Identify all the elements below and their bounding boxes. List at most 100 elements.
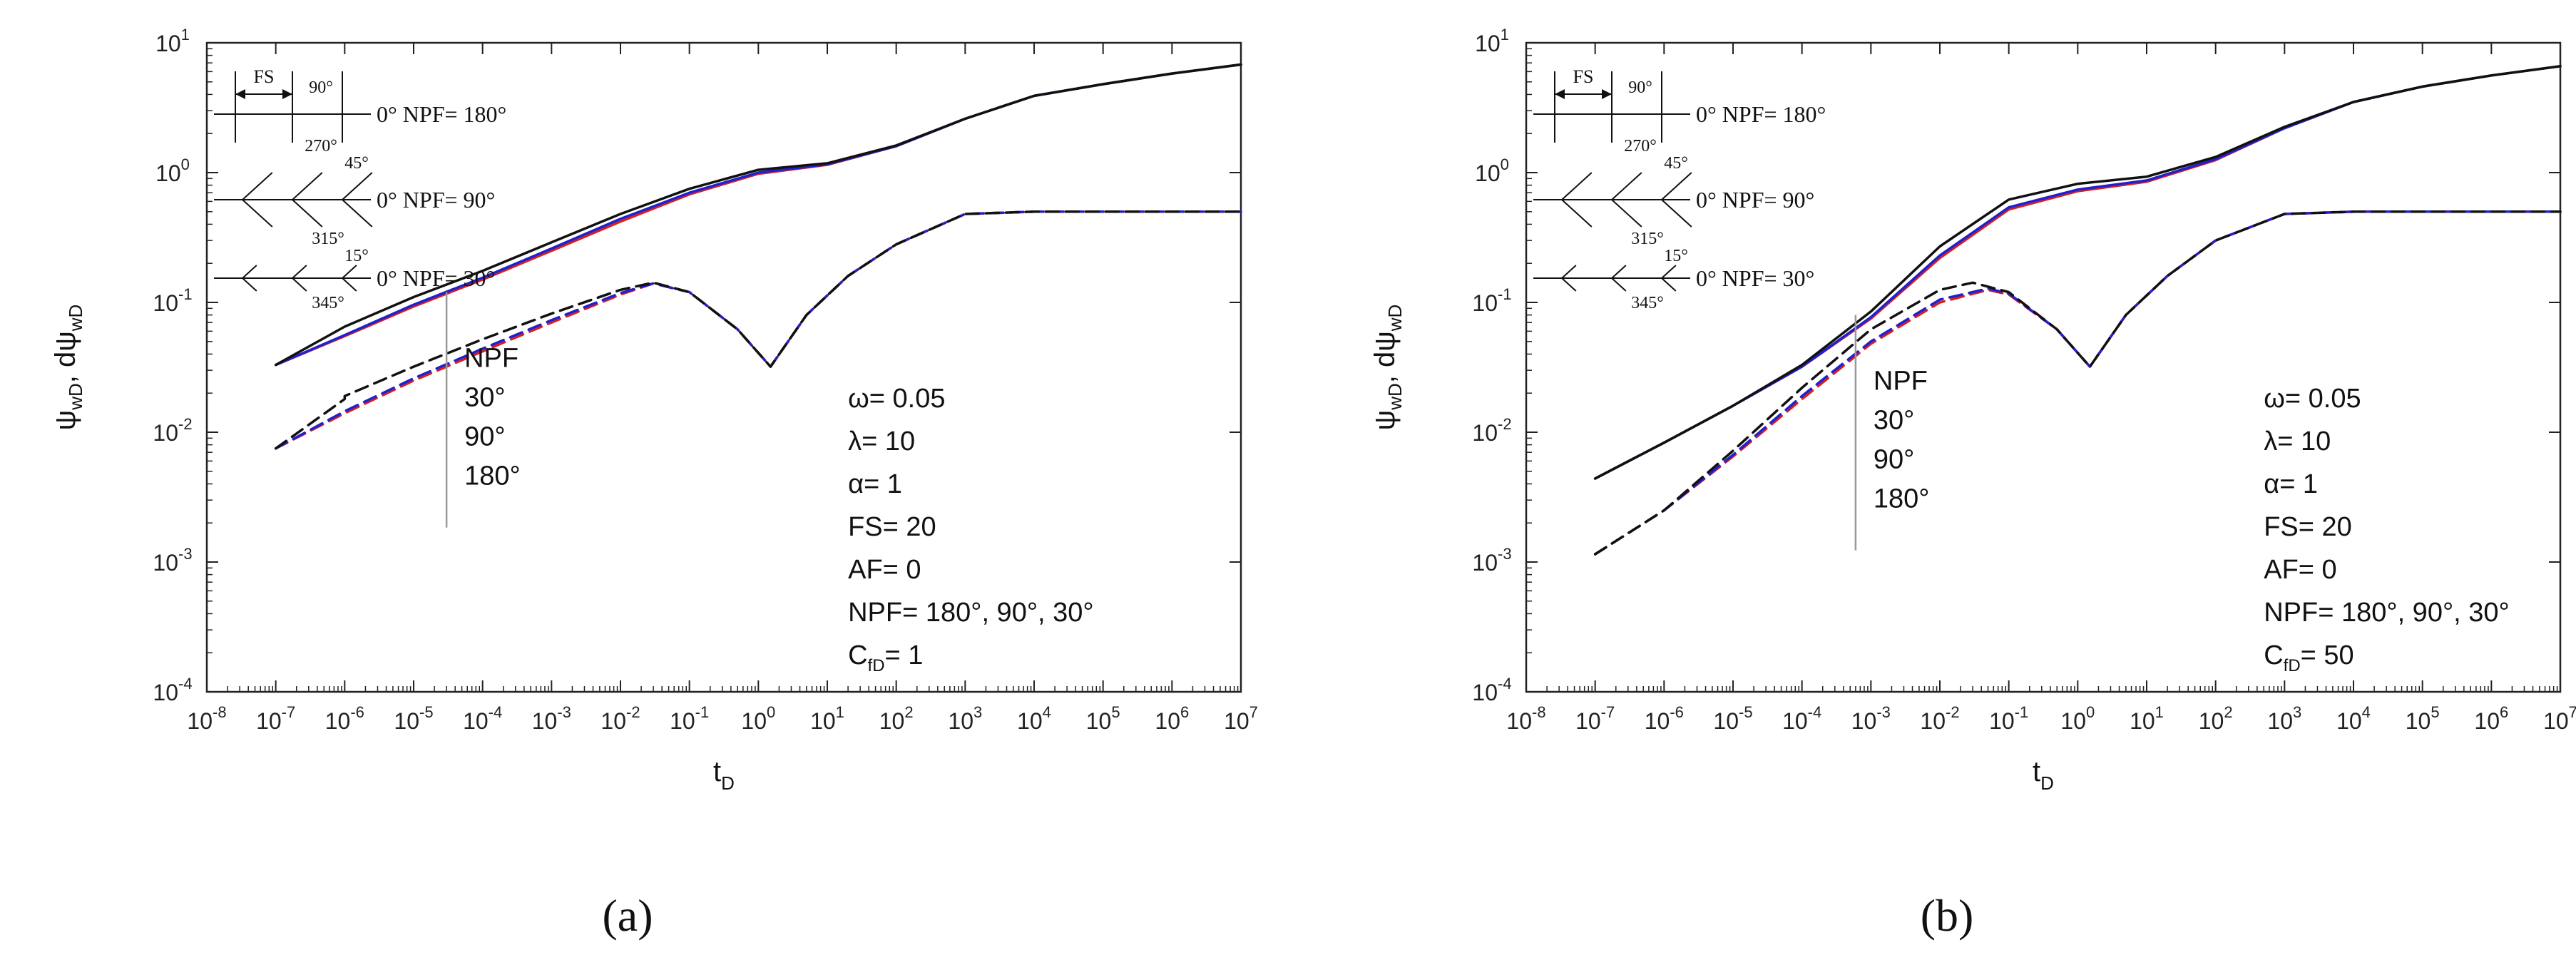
param-line: α= 1 <box>848 469 902 499</box>
npf-legend-title: NPF <box>1874 367 1928 397</box>
x-axis-label: tD <box>2033 756 2054 794</box>
x-tick-label: 10-7 <box>256 703 295 734</box>
npf-legend-item: 30° <box>464 383 505 413</box>
fs-label: FS <box>254 66 275 87</box>
angle-top-label: 90° <box>1628 78 1652 97</box>
x-tick-label: 10-6 <box>1645 703 1684 734</box>
schematic-npf-label: 0° NPF= 30° <box>1696 265 1814 291</box>
perforation-schematic: FS 90° 270° 0° NPF= 180° 45° 315° 0° NPF= 90° 1… <box>214 66 506 312</box>
schematic-npf-label: 0° NPF= 180° <box>377 101 506 127</box>
y-tick-label: 100 <box>1475 155 1509 186</box>
perforation-line <box>1561 265 1577 279</box>
perforation-line <box>292 265 307 279</box>
y-tick-label: 10-4 <box>1472 675 1511 705</box>
x-tick-label: 105 <box>1086 703 1120 734</box>
npf-legend-title: NPF <box>464 344 518 374</box>
x-tick-label: 10-8 <box>1506 703 1545 734</box>
x-tick-label: 10-3 <box>532 703 571 734</box>
param-cfd: CfD= 50 <box>2264 640 2353 675</box>
angle-bottom-label: 270° <box>1624 137 1657 155</box>
x-tick-label: 106 <box>2474 703 2508 734</box>
x-tick-label: 105 <box>2406 703 2440 734</box>
series-line <box>274 210 1242 450</box>
angle-bottom-label: 315° <box>1631 230 1664 248</box>
x-tick-label: 107 <box>2543 703 2576 734</box>
x-tick-label: 104 <box>2336 703 2371 734</box>
perforation-line <box>1561 172 1593 200</box>
x-tick-label: 102 <box>2199 703 2233 734</box>
perforation-line <box>292 172 323 200</box>
panel-caption: (b) <box>1921 890 1974 941</box>
y-tick-label: 10-2 <box>1472 415 1511 446</box>
x-tick-label: 100 <box>2060 703 2095 734</box>
x-tick-label: 10-1 <box>1989 703 2028 734</box>
y-tick-label: 101 <box>1475 26 1509 56</box>
y-tick-label: 10-4 <box>153 675 192 705</box>
y-tick-label: 100 <box>155 155 190 186</box>
perforation-line <box>242 172 273 200</box>
x-tick-label: 103 <box>948 703 982 734</box>
param-line: NPF= 180°, 90°, 30° <box>848 598 1094 628</box>
npf-legend-item: 90° <box>1874 445 1914 475</box>
x-tick-label: 10-8 <box>187 703 226 734</box>
x-tick-label: 107 <box>1224 703 1258 734</box>
npf-legend-item: 180° <box>464 461 521 491</box>
perforation-line <box>1661 199 1692 228</box>
perforation-schematic: FS 90° 270° 0° NPF= 180° 45° 315° 0° NPF= 90° 1… <box>1533 66 1826 312</box>
x-tick-label: 101 <box>810 703 844 734</box>
y-tick-label: 10-1 <box>153 285 192 316</box>
perforation-line <box>1611 199 1642 228</box>
plot-a: 10-8 10-7 10-6 10-5 10-4 10-3 10-2 10-1 100 101 10… <box>50 26 1258 794</box>
series-line <box>1593 210 2562 556</box>
param-line: α= 1 <box>2264 469 2318 499</box>
series-line <box>274 210 1242 450</box>
angle-bottom-label: 270° <box>305 137 337 155</box>
x-tick-label: 10-4 <box>1782 703 1821 734</box>
x-tick-label: 100 <box>741 703 775 734</box>
y-axis-label: ψwD, dψwD <box>1369 305 1406 431</box>
x-tick-label: 103 <box>2267 703 2301 734</box>
angle-bottom-label: 315° <box>312 230 344 248</box>
series-line <box>274 210 1242 450</box>
x-tick-label: 10-4 <box>463 703 502 734</box>
fs-label: FS <box>1573 66 1594 87</box>
perforation-line <box>1661 172 1692 200</box>
param-line: AF= 0 <box>848 555 921 585</box>
perforation-line <box>1611 265 1627 279</box>
param-line: FS= 20 <box>848 512 936 542</box>
param-line: FS= 20 <box>2264 512 2352 542</box>
perforation-line <box>292 199 323 228</box>
perforation-line <box>342 277 357 292</box>
panel-caption: (a) <box>602 890 653 941</box>
x-axis-label: tD <box>713 756 735 794</box>
angle-bottom-label: 345° <box>312 294 344 312</box>
npf-legend-item: 30° <box>1874 406 1914 436</box>
schematic-npf-label: 0° NPF= 30° <box>377 265 495 291</box>
npf-legend-item: 90° <box>464 422 505 452</box>
perforation-line <box>1611 277 1627 292</box>
param-cfd: CfD= 1 <box>848 640 923 675</box>
schematic-npf-label: 0° NPF= 90° <box>1696 187 1814 213</box>
x-tick-label: 10-2 <box>1920 703 1959 734</box>
perforation-line <box>1561 199 1593 228</box>
param-line: ω= 0.05 <box>848 384 945 414</box>
param-line: ω= 0.05 <box>2264 384 2361 414</box>
schematic-npf-label: 0° NPF= 180° <box>1696 101 1826 127</box>
perforation-line <box>1561 277 1577 292</box>
angle-top-label: 90° <box>309 78 333 97</box>
series-line <box>1593 65 2562 480</box>
param-line: AF= 0 <box>2264 555 2336 585</box>
angle-top-label: 45° <box>1664 154 1688 173</box>
series-line <box>1593 210 2562 556</box>
y-tick-label: 10-3 <box>153 545 192 576</box>
angle-top-label: 15° <box>1664 247 1688 265</box>
plot-b: 10-8 10-7 10-6 10-5 10-4 10-3 10-2 10-1 100 101 10… <box>1369 26 2576 794</box>
x-tick-label: 10-2 <box>600 703 640 734</box>
x-tick-label: 10-1 <box>670 703 709 734</box>
angle-bottom-label: 345° <box>1631 294 1664 312</box>
x-tick-label: 106 <box>1155 703 1189 734</box>
x-tick-label: 101 <box>2130 703 2164 734</box>
param-line: λ= 10 <box>2264 427 2331 456</box>
series-line <box>1593 210 2562 556</box>
